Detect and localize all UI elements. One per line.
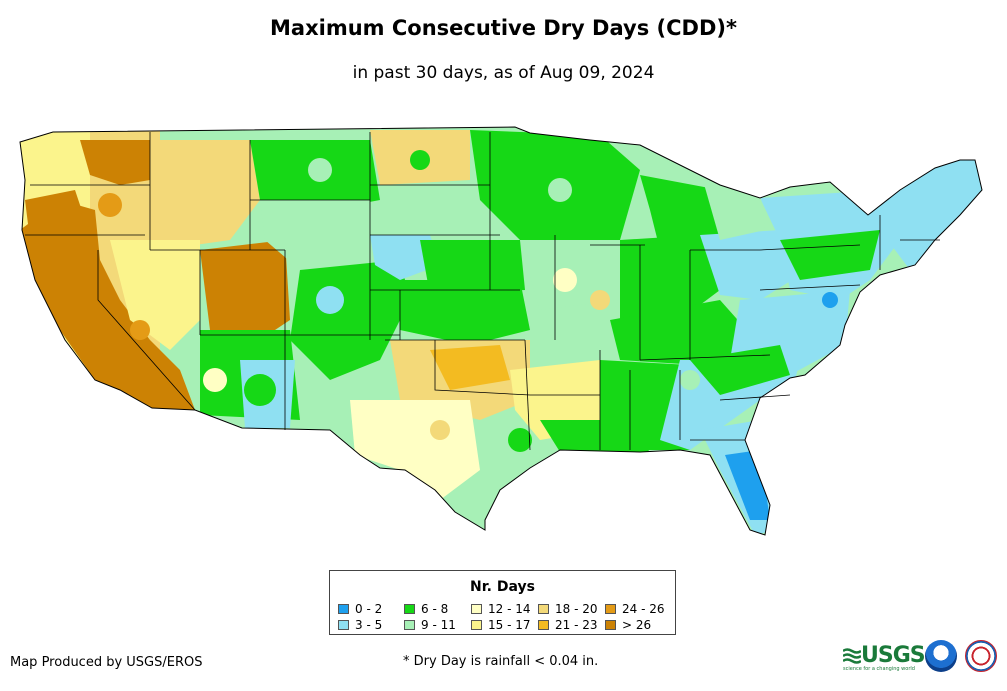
legend-swatch <box>338 620 349 630</box>
legend-item: 6 - 8 <box>404 603 448 615</box>
usgs-tagline: science for a changing world <box>843 666 915 672</box>
legend-item: 18 - 20 <box>538 603 598 615</box>
noaa-seal-icon <box>925 640 957 672</box>
legend-item: > 26 <box>605 619 651 631</box>
legend-label: 0 - 2 <box>355 602 383 616</box>
legend-label: 18 - 20 <box>555 602 598 616</box>
legend-label: > 26 <box>622 618 652 632</box>
legend-label: 15 - 17 <box>488 618 531 632</box>
legend-swatch <box>538 620 549 630</box>
legend-title: Nr. Days <box>470 579 535 595</box>
dry-day-note: * Dry Day is rainfall < 0.04 in. <box>403 654 599 669</box>
legend-label: 6 - 8 <box>421 602 449 616</box>
agency-logos: USGS science for a changing world <box>843 640 1003 674</box>
legend-label: 24 - 26 <box>622 602 665 616</box>
legend-item: 15 - 17 <box>471 619 531 631</box>
cdd-map <box>19 126 983 536</box>
legend-label: 12 - 14 <box>488 602 531 616</box>
usgs-wave-icon <box>843 647 861 664</box>
legend-label: 21 - 23 <box>555 618 598 632</box>
legend-item: 0 - 2 <box>338 603 382 615</box>
legend-item: 9 - 11 <box>404 619 456 631</box>
map-subtitle: in past 30 days, as of Aug 09, 2024 <box>352 63 655 83</box>
legend-swatch <box>404 604 415 614</box>
legend-item: 21 - 23 <box>538 619 598 631</box>
legend-swatch <box>538 604 549 614</box>
legend-item: 24 - 26 <box>605 603 665 615</box>
legend-swatch <box>404 620 415 630</box>
usgs-logo: USGS <box>843 643 926 668</box>
legend: Nr. Days 0 - 2 3 - 5 6 - 8 9 - 11 12 - 1… <box>329 570 676 635</box>
legend-swatch <box>605 620 616 630</box>
nws-seal-icon <box>965 640 997 672</box>
legend-label: 3 - 5 <box>355 618 383 632</box>
legend-swatch <box>471 604 482 614</box>
legend-item: 3 - 5 <box>338 619 382 631</box>
legend-label: 9 - 11 <box>421 618 456 632</box>
state-borders <box>25 132 940 451</box>
map-title: Maximum Consecutive Dry Days (CDD)* <box>270 16 737 40</box>
usgs-wordmark: USGS <box>861 643 926 668</box>
credit-text: Map Produced by USGS/EROS <box>10 655 203 670</box>
legend-swatch <box>338 604 349 614</box>
legend-item: 12 - 14 <box>471 603 531 615</box>
legend-swatch <box>605 604 616 614</box>
dry-days-fill <box>20 127 982 535</box>
legend-swatch <box>471 620 482 630</box>
